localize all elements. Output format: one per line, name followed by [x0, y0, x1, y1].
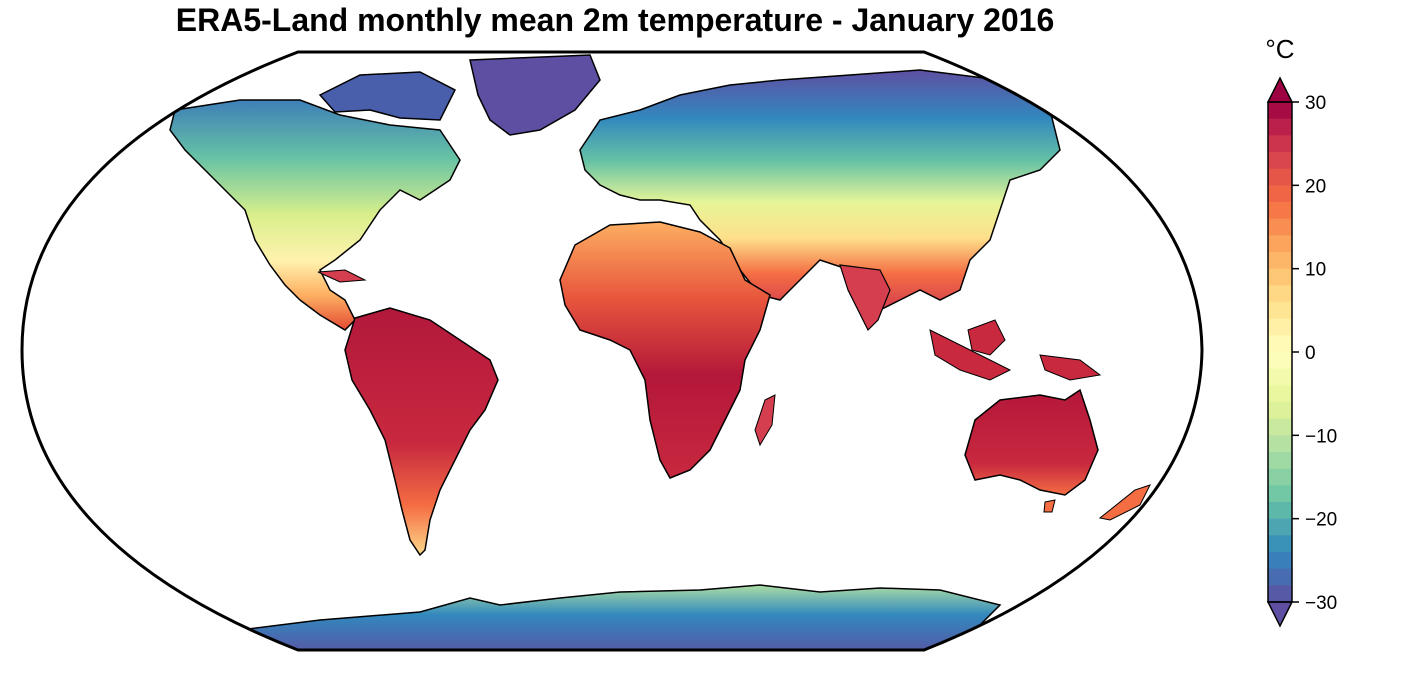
- colorbar-tick-label: −10: [1305, 426, 1337, 447]
- colorbar-tick-label: 0: [1305, 343, 1316, 364]
- caribbean-landmass: [317, 269, 367, 283]
- colorbar-band: [1268, 535, 1292, 553]
- colorbar-band: [1268, 102, 1292, 120]
- colorbar-band: [1268, 368, 1292, 386]
- arctic-islands-landmass: [318, 71, 457, 121]
- colorbar-extend-min: [1266, 601, 1294, 628]
- colorbar-band: [1268, 235, 1292, 253]
- colorbar-band: [1268, 118, 1292, 136]
- colorbar-band: [1268, 435, 1292, 453]
- colorbar-band: [1268, 135, 1292, 153]
- colorbar-band: [1268, 252, 1292, 270]
- colorbar-band: [1268, 418, 1292, 436]
- colorbar-band: [1268, 152, 1292, 170]
- colorbar-tick-label: −20: [1305, 510, 1337, 531]
- colorbar-band: [1268, 485, 1292, 503]
- colorbar-bands: [1268, 102, 1292, 603]
- map-title: ERA5-Land monthly mean 2m temperature - …: [175, 2, 1055, 38]
- colorbar-band: [1268, 352, 1292, 370]
- colorbar-band: [1268, 218, 1292, 236]
- africa-landmass: [559, 221, 771, 479]
- colorbar-ticks: 30 20 10 0 −10 −20 −30: [1292, 93, 1337, 614]
- colorbar-band: [1268, 568, 1292, 586]
- colorbar-band: [1268, 502, 1292, 520]
- colorbar-extend-max: [1266, 76, 1294, 103]
- colorbar-band: [1268, 285, 1292, 303]
- south-america-landmass: [344, 307, 499, 557]
- colorbar-band: [1268, 552, 1292, 570]
- colorbar-band: [1268, 168, 1292, 186]
- colorbar-band: [1268, 585, 1292, 603]
- globe-outline: [20, 50, 1204, 652]
- colorbar-tick-label: 30: [1305, 93, 1326, 114]
- new-guinea-landmass: [1039, 354, 1102, 381]
- colorbar-tick-label: −30: [1305, 593, 1337, 614]
- colorbar-band: [1268, 302, 1292, 320]
- colorbar-band: [1268, 402, 1292, 420]
- colorbar-band: [1268, 468, 1292, 486]
- borneo-landmass: [967, 319, 1006, 356]
- colorbar-band: [1268, 185, 1292, 203]
- tasmania-landmass: [1043, 499, 1056, 513]
- australia-landmass: [964, 388, 1099, 496]
- colorbar-band: [1268, 202, 1292, 220]
- greenland-landmass: [469, 54, 601, 136]
- north-america-landmass: [169, 99, 461, 331]
- india-landmass: [839, 264, 891, 332]
- colorbar-band: [1268, 385, 1292, 403]
- colorbar-band: [1268, 268, 1292, 286]
- madagascar-landmass: [754, 394, 776, 447]
- colorbar-band: [1268, 318, 1292, 336]
- maritime-southeast-asia-landmass: [929, 329, 1012, 381]
- eurasia-landmass: [579, 69, 1061, 311]
- colorbar-band: [1268, 335, 1292, 353]
- colorbar-tick-label: 20: [1305, 176, 1326, 197]
- colorbar-unit-label: °C: [1265, 34, 1294, 64]
- colorbar-band: [1268, 518, 1292, 536]
- new-zealand-landmass: [1098, 484, 1151, 521]
- colorbar-tick-label: 10: [1305, 260, 1326, 281]
- colorbar-band: [1268, 452, 1292, 470]
